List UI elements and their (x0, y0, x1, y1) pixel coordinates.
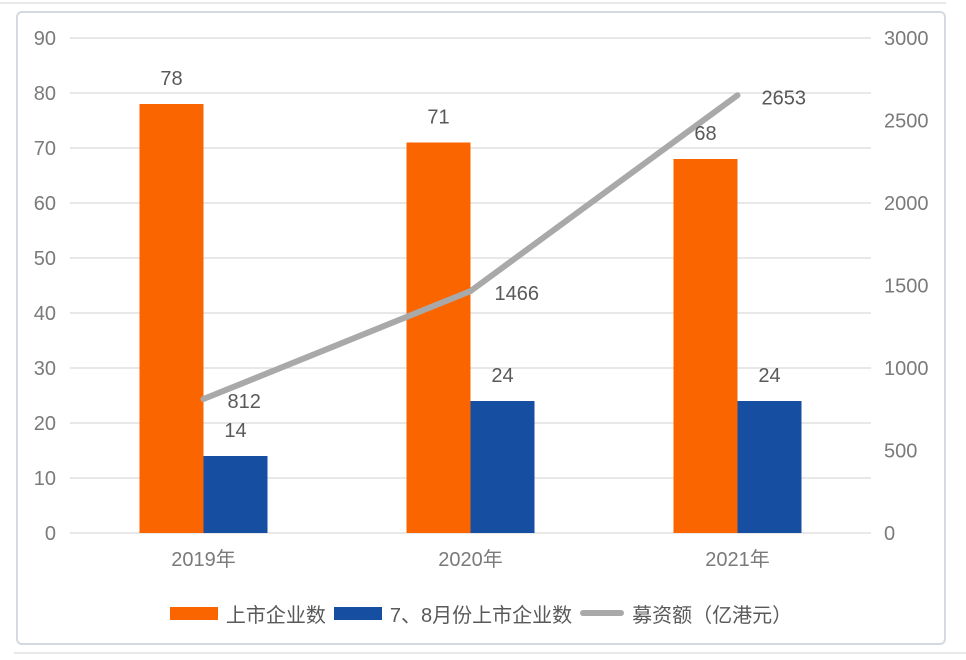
legend-item-fundraising-amount: 募资额（亿港元） (580, 599, 792, 628)
right-axis-tick-label: 3000 (884, 28, 929, 50)
bar-listed-companies (139, 104, 204, 533)
line-value-label: 2653 (762, 87, 807, 109)
legend-item-listed-companies: 上市企业数 (169, 599, 326, 628)
right-axis-tick-label: 500 (884, 441, 917, 463)
chart-legend: 上市企业数 7、8月份上市企业数 募资额（亿港元） (16, 599, 946, 627)
left-axis-tick-label: 70 (34, 138, 56, 160)
x-axis-category-label: 2020年 (438, 548, 503, 571)
left-axis-tick-label: 10 (34, 468, 56, 490)
line-value-label: 812 (228, 391, 261, 413)
legend-label-fundraising-amount: 募资额（亿港元） (632, 604, 793, 627)
right-axis-tick-label: 2000 (884, 193, 929, 215)
legend-label-listed-companies: 上市企业数 (225, 604, 326, 627)
bar-value-label: 78 (160, 68, 182, 90)
left-axis-tick-label: 80 (34, 83, 56, 105)
bottom-divider-line (14, 652, 966, 654)
top-divider-line (0, 2, 946, 4)
combo-chart: 90 80 70 60 50 40 30 20 10 0 3000 2500 2000 1500 1000 5… (34, 28, 929, 571)
bar-value-label: 24 (491, 365, 513, 387)
bar-value-label: 68 (694, 123, 716, 145)
left-axis-tick-label: 50 (34, 248, 56, 270)
line-value-label: 1466 (495, 283, 540, 305)
right-axis-tick-label: 0 (884, 523, 895, 545)
bar-jul-aug-listed-companies (203, 456, 268, 533)
legend-label-jul-aug-listed-companies: 7、8月份上市企业数 (389, 604, 573, 627)
right-axis-tick-label: 1000 (884, 358, 929, 380)
left-axis-tick-label: 40 (34, 303, 56, 325)
bar-jul-aug-listed-companies (470, 401, 535, 533)
bar-listed-companies (673, 159, 738, 533)
fundraising-line (200, 92, 741, 403)
bar-value-label: 24 (758, 365, 780, 387)
legend-swatch-jul-aug-listed-companies (333, 606, 382, 620)
left-axis-tick-label: 90 (34, 28, 56, 50)
legend-item-jul-aug-listed-companies: 7、8月份上市企业数 (333, 599, 573, 628)
left-axis-tick-label: 60 (34, 193, 56, 215)
bar-listed-companies (406, 142, 471, 533)
legend-swatch-listed-companies (169, 606, 218, 620)
legend-swatch-fundraising-line (580, 610, 625, 616)
left-axis-tick-label: 0 (45, 523, 56, 545)
right-axis-tick-label: 1500 (884, 276, 929, 298)
right-axis-tick-label: 2500 (884, 111, 929, 133)
left-axis-tick-label: 20 (34, 413, 56, 435)
bar-value-label: 71 (427, 107, 449, 129)
bar-value-label: 14 (224, 420, 246, 442)
left-axis-tick-label: 30 (34, 358, 56, 380)
x-axis-category-label: 2019年 (171, 548, 236, 571)
x-axis-category-label: 2021年 (705, 548, 770, 571)
bar-jul-aug-listed-companies (737, 401, 802, 533)
